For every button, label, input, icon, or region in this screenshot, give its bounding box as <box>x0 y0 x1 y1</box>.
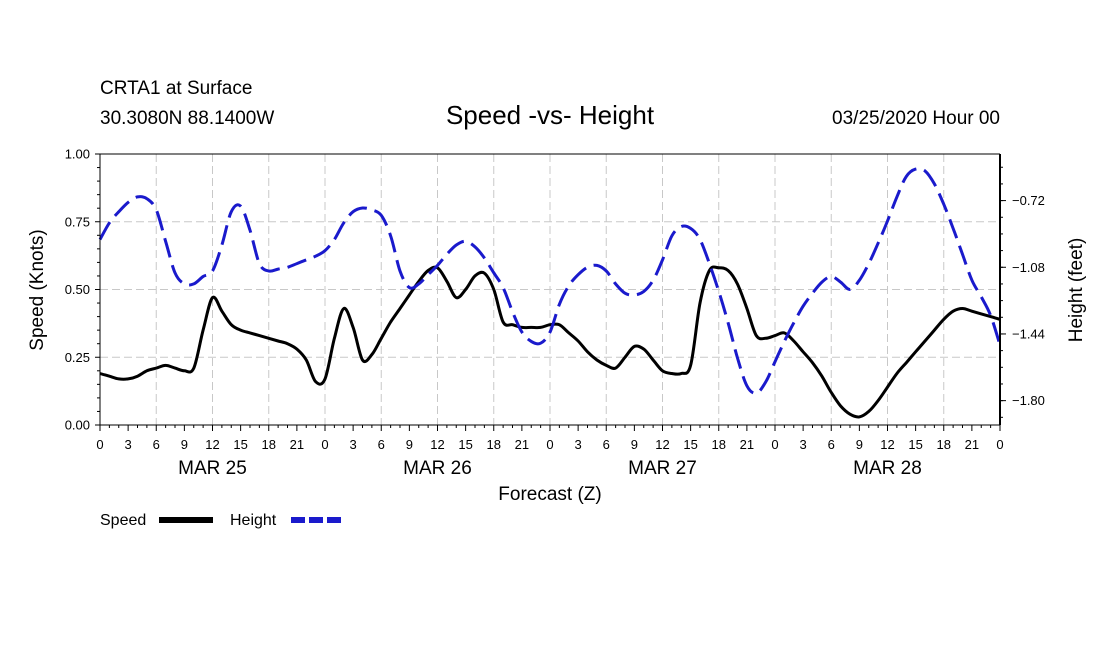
day-label: MAR 26 <box>403 458 472 479</box>
x-tick-label: 18 <box>487 437 501 452</box>
x-tick-label: 21 <box>515 437 529 452</box>
x-tick-label: 12 <box>430 437 444 452</box>
station-coords: 30.3080N 88.1400W <box>100 108 274 129</box>
x-tick-label: 12 <box>205 437 219 452</box>
x-tick-label: 12 <box>655 437 669 452</box>
x-tick-label: 0 <box>546 437 553 452</box>
x-tick-label: 18 <box>937 437 951 452</box>
y-tick-label: 1.00 <box>65 147 90 162</box>
x-axis-label: Forecast (Z) <box>498 484 601 505</box>
y2-tick-label: −1.80 <box>1012 393 1045 408</box>
x-tick-label: 15 <box>683 437 697 452</box>
x-tick-label: 15 <box>908 437 922 452</box>
x-tick-label: 0 <box>321 437 328 452</box>
x-tick-label: 9 <box>631 437 638 452</box>
x-tick-label: 6 <box>153 437 160 452</box>
x-tick-label: 21 <box>740 437 754 452</box>
x-tick-label: 6 <box>828 437 835 452</box>
y2-tick-label: −1.44 <box>1012 326 1045 341</box>
y-tick-label: 0.00 <box>65 418 90 433</box>
y2-tick-label: −0.72 <box>1012 193 1045 208</box>
x-tick-label: 3 <box>800 437 807 452</box>
x-tick-label: 6 <box>603 437 610 452</box>
x-tick-label: 9 <box>856 437 863 452</box>
x-tick-label: 6 <box>378 437 385 452</box>
x-tick-label: 0 <box>96 437 103 452</box>
x-tick-label: 21 <box>965 437 979 452</box>
y-axis-label: Speed (Knots) <box>27 229 48 350</box>
x-tick-label: 12 <box>880 437 894 452</box>
y2-tick-label: −1.08 <box>1012 260 1045 275</box>
legend: Speed Height <box>100 512 343 529</box>
legend-height-label: Height <box>230 512 277 529</box>
x-tick-label: 18 <box>712 437 726 452</box>
chart-title: Speed -vs- Height <box>446 100 655 130</box>
x-tick-label: 3 <box>125 437 132 452</box>
y2-axis-label: Height (feet) <box>1066 238 1087 343</box>
x-tick-label: 0 <box>771 437 778 452</box>
forecast-datetime: 03/25/2020 Hour 00 <box>832 108 1000 129</box>
grid-lines <box>100 154 1000 425</box>
x-tick-label: 15 <box>458 437 472 452</box>
axes: 0.00 0.25 0.50 0.75 1.00 −0.72 −1.08 −1.44 −1.80… <box>65 147 1045 480</box>
y-tick-label: 0.50 <box>65 282 90 297</box>
x-tick-label: 15 <box>233 437 247 452</box>
y-tick-label: 0.75 <box>65 214 90 229</box>
y-tick-label: 0.25 <box>65 350 90 365</box>
x-tick-label: 18 <box>262 437 276 452</box>
series-lines <box>98 167 1002 419</box>
legend-speed-label: Speed <box>100 512 146 529</box>
height-series-line <box>98 167 1002 395</box>
day-label: MAR 27 <box>628 458 697 479</box>
x-tick-label: 9 <box>406 437 413 452</box>
x-tick-label: 3 <box>350 437 357 452</box>
speed-series-line <box>99 265 1001 419</box>
day-label: MAR 28 <box>853 458 922 479</box>
station-name: CRTA1 at Surface <box>100 78 252 99</box>
day-label: MAR 25 <box>178 458 247 479</box>
x-tick-label: 21 <box>290 437 304 452</box>
x-tick-label: 3 <box>575 437 582 452</box>
x-tick-label: 0 <box>996 437 1003 452</box>
x-tick-label: 9 <box>181 437 188 452</box>
